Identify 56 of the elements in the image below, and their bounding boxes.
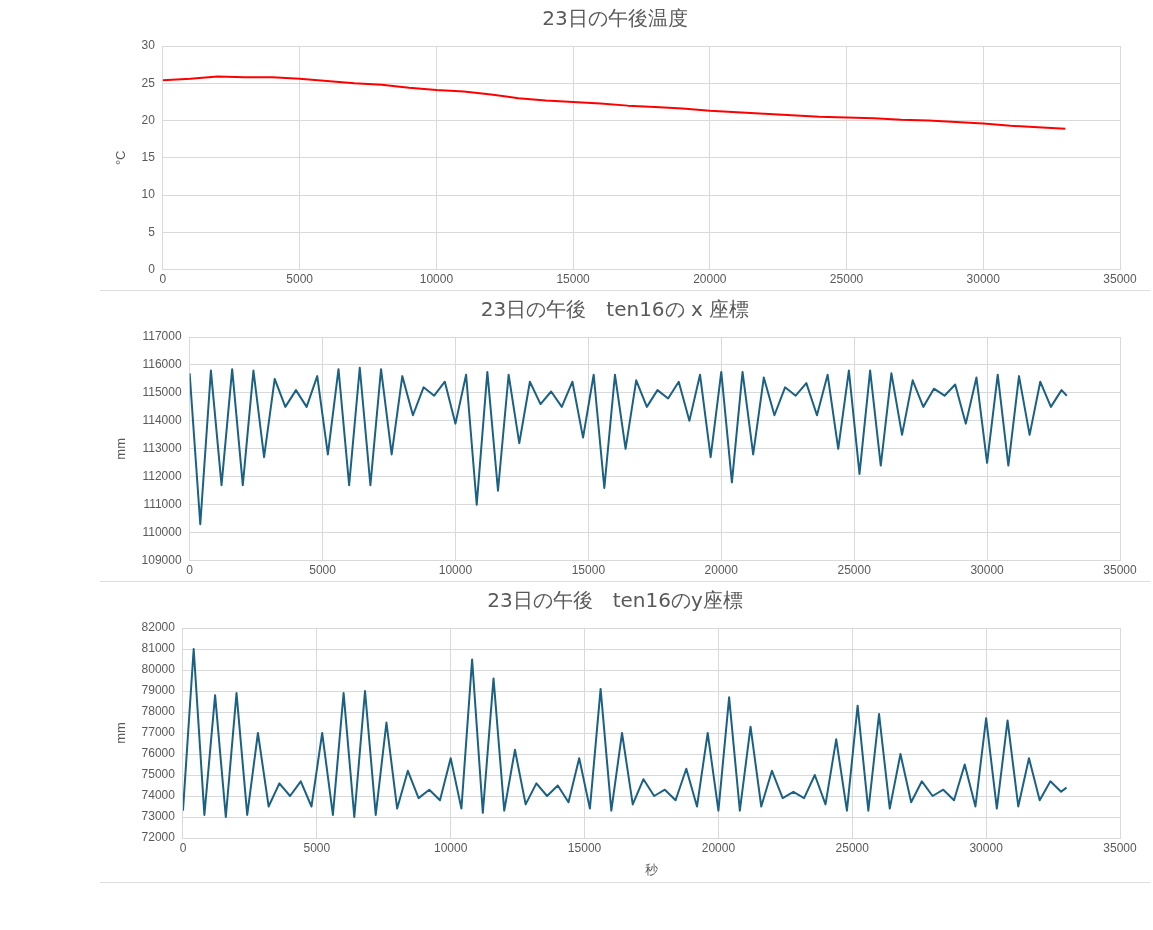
y-tick-label: 117000 <box>142 329 182 344</box>
y-tick-label: 15 <box>141 150 156 165</box>
x-tick-label: 15000 <box>556 272 591 287</box>
y-tick-label: 74000 <box>141 788 176 803</box>
y-tick-label: 79000 <box>141 683 176 698</box>
y-tick-label: 77000 <box>141 725 176 740</box>
chart-title: 23日の午後温度 <box>542 6 688 31</box>
y-tick-label: 20 <box>141 112 156 127</box>
y-axis-title: °C <box>113 150 129 166</box>
y-tick-label: 30 <box>141 38 156 53</box>
y-tick-label: 25 <box>141 75 156 90</box>
y-tick-label: 75000 <box>141 767 176 782</box>
y-tick-label: 82000 <box>141 620 176 635</box>
x-tick-label: 30000 <box>970 563 1005 578</box>
x-tick-label: 5000 <box>303 840 331 855</box>
x-tick-label: 30000 <box>966 272 1001 287</box>
x-tick-label: 35000 <box>1103 272 1138 287</box>
chart-title: 23日の午後 ten16のy座標 <box>487 588 743 613</box>
y-tick-label: 72000 <box>141 830 176 845</box>
x-tick-label: 25000 <box>837 563 872 578</box>
y-axis-title: mm <box>113 437 129 460</box>
y-tick-label: 114000 <box>142 413 182 428</box>
x-axis-title: 秒 <box>644 861 658 877</box>
x-tick-label: 25000 <box>835 840 870 855</box>
y-tick-label: 81000 <box>141 641 176 656</box>
x-tick-label: 10000 <box>419 272 454 287</box>
x-tick-label: 20000 <box>704 563 739 578</box>
y-tick-label: 78000 <box>141 704 176 719</box>
y-tick-label: 115000 <box>142 385 182 400</box>
x-tick-label: 25000 <box>829 272 864 287</box>
y-tick-label: 73000 <box>141 809 176 824</box>
x-tick-label: 0 <box>186 563 194 578</box>
y-tick-label: 0 <box>148 261 156 276</box>
y-tick-label: 112000 <box>142 469 182 484</box>
x-tick-label: 35000 <box>1103 563 1138 578</box>
y-tick-label: 80000 <box>141 662 176 677</box>
x-tick-label: 15000 <box>567 840 602 855</box>
x-tick-label: 20000 <box>701 840 736 855</box>
y-axis-title: mm <box>113 722 129 744</box>
x-tick-label: 20000 <box>693 272 727 287</box>
x-tick-label: 5000 <box>286 272 314 287</box>
y-tick-label: 116000 <box>142 357 182 372</box>
x-tick-label: 35000 <box>1103 840 1138 855</box>
x-tick-label: 10000 <box>434 840 468 855</box>
x-tick-label: 10000 <box>438 563 473 578</box>
x-tick-label: 15000 <box>571 563 606 578</box>
y-tick-label: 110000 <box>142 524 182 539</box>
y-tick-label: 113000 <box>142 441 182 456</box>
y-tick-label: 111000 <box>143 497 182 512</box>
y-tick-label: 5 <box>148 224 156 239</box>
y-tick-label: 10 <box>141 187 156 202</box>
chart-title: 23日の午後 ten16の x 座標 <box>480 297 750 322</box>
y-tick-label: 109000 <box>141 552 182 567</box>
y-tick-label: 76000 <box>141 746 176 761</box>
x-tick-label: 30000 <box>969 840 1004 855</box>
x-tick-label: 5000 <box>309 563 337 578</box>
